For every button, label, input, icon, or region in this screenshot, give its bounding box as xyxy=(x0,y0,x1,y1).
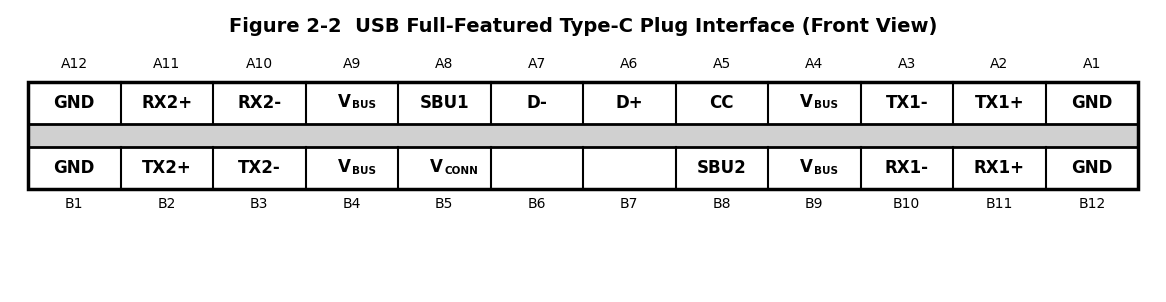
Text: RX2-: RX2- xyxy=(237,94,281,112)
Text: BUS: BUS xyxy=(352,101,375,111)
Text: A2: A2 xyxy=(990,57,1009,71)
Text: A10: A10 xyxy=(246,57,273,71)
Text: V: V xyxy=(430,158,443,176)
Text: SBU1: SBU1 xyxy=(420,94,469,112)
Bar xyxy=(28,82,1138,124)
Text: TX2+: TX2+ xyxy=(142,159,191,177)
Text: A5: A5 xyxy=(712,57,731,71)
Text: RX1+: RX1+ xyxy=(974,159,1025,177)
Text: B2: B2 xyxy=(157,197,176,211)
Text: GND: GND xyxy=(1072,159,1112,177)
Text: A4: A4 xyxy=(806,57,823,71)
Text: A12: A12 xyxy=(61,57,87,71)
Text: BUS: BUS xyxy=(814,101,838,111)
Text: B7: B7 xyxy=(620,197,639,211)
Text: GND: GND xyxy=(1072,94,1112,112)
Text: A8: A8 xyxy=(435,57,454,71)
Text: CC: CC xyxy=(709,94,735,112)
Text: V: V xyxy=(800,158,813,176)
Text: D-: D- xyxy=(526,94,547,112)
Text: A11: A11 xyxy=(153,57,181,71)
Text: A6: A6 xyxy=(620,57,639,71)
Text: RX1-: RX1- xyxy=(885,159,929,177)
Text: Figure 2-2  USB Full-Featured Type-C Plug Interface (Front View): Figure 2-2 USB Full-Featured Type-C Plug… xyxy=(229,17,937,36)
Text: B4: B4 xyxy=(343,197,361,211)
Text: B6: B6 xyxy=(527,197,546,211)
Text: BUS: BUS xyxy=(814,165,838,175)
Text: B3: B3 xyxy=(250,197,268,211)
Text: V: V xyxy=(800,93,813,111)
Text: V: V xyxy=(338,93,351,111)
Text: B1: B1 xyxy=(65,197,84,211)
Text: B9: B9 xyxy=(805,197,823,211)
Text: A1: A1 xyxy=(1082,57,1101,71)
Bar xyxy=(28,147,1138,189)
Text: A9: A9 xyxy=(343,57,361,71)
Text: B11: B11 xyxy=(985,197,1013,211)
Text: TX1-: TX1- xyxy=(885,94,928,112)
Text: B5: B5 xyxy=(435,197,454,211)
Text: B10: B10 xyxy=(893,197,920,211)
Text: RX2+: RX2+ xyxy=(141,94,192,112)
Text: B8: B8 xyxy=(712,197,731,211)
Bar xyxy=(28,124,1138,147)
Text: TX1+: TX1+ xyxy=(975,94,1024,112)
Text: TX2-: TX2- xyxy=(238,159,281,177)
Text: B12: B12 xyxy=(1079,197,1105,211)
Bar xyxy=(28,82,1138,189)
Text: V: V xyxy=(338,158,351,176)
Text: CONN: CONN xyxy=(444,165,478,175)
Text: D+: D+ xyxy=(616,94,644,112)
Text: GND: GND xyxy=(54,159,94,177)
Text: GND: GND xyxy=(54,94,94,112)
Text: A3: A3 xyxy=(898,57,915,71)
Text: BUS: BUS xyxy=(352,165,375,175)
Text: A7: A7 xyxy=(528,57,546,71)
Text: SBU2: SBU2 xyxy=(697,159,746,177)
